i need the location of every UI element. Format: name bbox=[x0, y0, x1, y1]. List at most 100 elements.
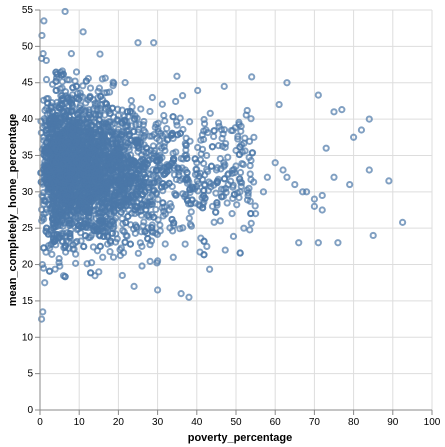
data-point bbox=[220, 82, 228, 90]
data-point bbox=[213, 199, 221, 207]
data-point bbox=[166, 200, 174, 208]
data-point bbox=[330, 108, 338, 116]
data-point bbox=[95, 120, 103, 129]
data-point bbox=[399, 218, 407, 226]
data-point bbox=[93, 227, 102, 235]
data-point bbox=[157, 144, 166, 152]
data-point bbox=[275, 100, 283, 109]
data-point bbox=[37, 178, 45, 186]
data-point bbox=[59, 128, 67, 136]
data-point bbox=[165, 166, 173, 174]
data-point bbox=[242, 111, 250, 119]
data-point bbox=[56, 231, 64, 240]
data-point bbox=[109, 253, 118, 261]
data-point bbox=[154, 286, 162, 294]
data-point bbox=[102, 178, 110, 186]
data-point bbox=[127, 97, 135, 105]
data-point bbox=[369, 231, 377, 240]
y-tick-label: 20 bbox=[22, 260, 34, 271]
data-point bbox=[234, 132, 242, 141]
data-point bbox=[182, 134, 190, 142]
data-point bbox=[283, 173, 291, 181]
data-point bbox=[42, 153, 50, 161]
data-point bbox=[128, 192, 136, 200]
data-point bbox=[89, 243, 98, 251]
data-point bbox=[248, 149, 256, 157]
data-point bbox=[210, 132, 218, 141]
data-point bbox=[224, 180, 232, 189]
data-point bbox=[108, 229, 116, 237]
data-point bbox=[52, 86, 60, 95]
y-tick-label: 15 bbox=[22, 296, 34, 307]
data-point bbox=[93, 163, 101, 171]
data-point bbox=[116, 151, 124, 159]
data-point bbox=[236, 175, 244, 183]
data-point bbox=[283, 79, 291, 87]
data-point bbox=[357, 126, 366, 134]
data-point bbox=[86, 84, 95, 92]
data-point bbox=[131, 209, 139, 218]
data-point bbox=[44, 188, 52, 196]
data-point bbox=[75, 222, 83, 230]
data-point bbox=[50, 220, 58, 228]
data-point bbox=[213, 179, 221, 187]
data-point bbox=[110, 79, 118, 87]
data-point bbox=[98, 75, 106, 83]
data-point bbox=[346, 180, 354, 189]
data-point bbox=[197, 150, 205, 158]
data-point bbox=[42, 224, 51, 232]
x-tick-label: 0 bbox=[37, 417, 43, 428]
x-tick-label: 60 bbox=[270, 417, 282, 428]
data-point bbox=[68, 164, 76, 172]
x-tick-label: 80 bbox=[348, 417, 360, 428]
data-point bbox=[161, 240, 169, 248]
data-point bbox=[61, 203, 69, 212]
data-point bbox=[201, 171, 209, 179]
data-point bbox=[74, 89, 82, 97]
data-point bbox=[220, 186, 228, 194]
data-point bbox=[106, 248, 114, 256]
data-point bbox=[238, 159, 246, 168]
data-point bbox=[318, 191, 326, 200]
data-point bbox=[81, 232, 89, 240]
data-point bbox=[247, 219, 255, 227]
data-point bbox=[67, 107, 75, 115]
data-point bbox=[44, 230, 52, 238]
data-point bbox=[40, 244, 48, 252]
y-tick-label: 40 bbox=[22, 114, 34, 125]
data-point bbox=[302, 188, 311, 196]
data-point bbox=[148, 224, 156, 232]
y-axis-title: mean_completely_home_percentage bbox=[7, 114, 19, 307]
data-point bbox=[202, 126, 210, 134]
data-point bbox=[212, 166, 220, 174]
data-point bbox=[161, 117, 169, 125]
data-point bbox=[156, 227, 164, 235]
data-point bbox=[95, 268, 103, 276]
x-tick-label: 30 bbox=[152, 417, 164, 428]
data-point bbox=[330, 173, 338, 181]
data-point bbox=[220, 162, 228, 170]
data-point bbox=[151, 123, 159, 131]
data-point bbox=[38, 31, 46, 40]
data-point bbox=[193, 159, 201, 167]
data-point bbox=[314, 91, 322, 99]
data-point bbox=[279, 166, 287, 174]
data-point bbox=[111, 148, 119, 156]
data-point bbox=[146, 107, 154, 116]
data-point bbox=[118, 214, 126, 223]
data-point bbox=[95, 84, 103, 92]
data-point bbox=[46, 179, 54, 187]
data-point bbox=[236, 168, 245, 177]
data-point bbox=[78, 193, 86, 201]
data-point bbox=[123, 152, 132, 160]
data-point bbox=[39, 50, 47, 58]
data-point bbox=[77, 106, 85, 115]
data-point bbox=[218, 142, 227, 150]
y-tick-label: 5 bbox=[27, 369, 33, 380]
data-point bbox=[74, 110, 82, 119]
data-point bbox=[52, 158, 60, 166]
data-point bbox=[49, 158, 57, 166]
data-point bbox=[110, 207, 119, 215]
data-point bbox=[54, 195, 62, 203]
data-point bbox=[48, 250, 56, 258]
